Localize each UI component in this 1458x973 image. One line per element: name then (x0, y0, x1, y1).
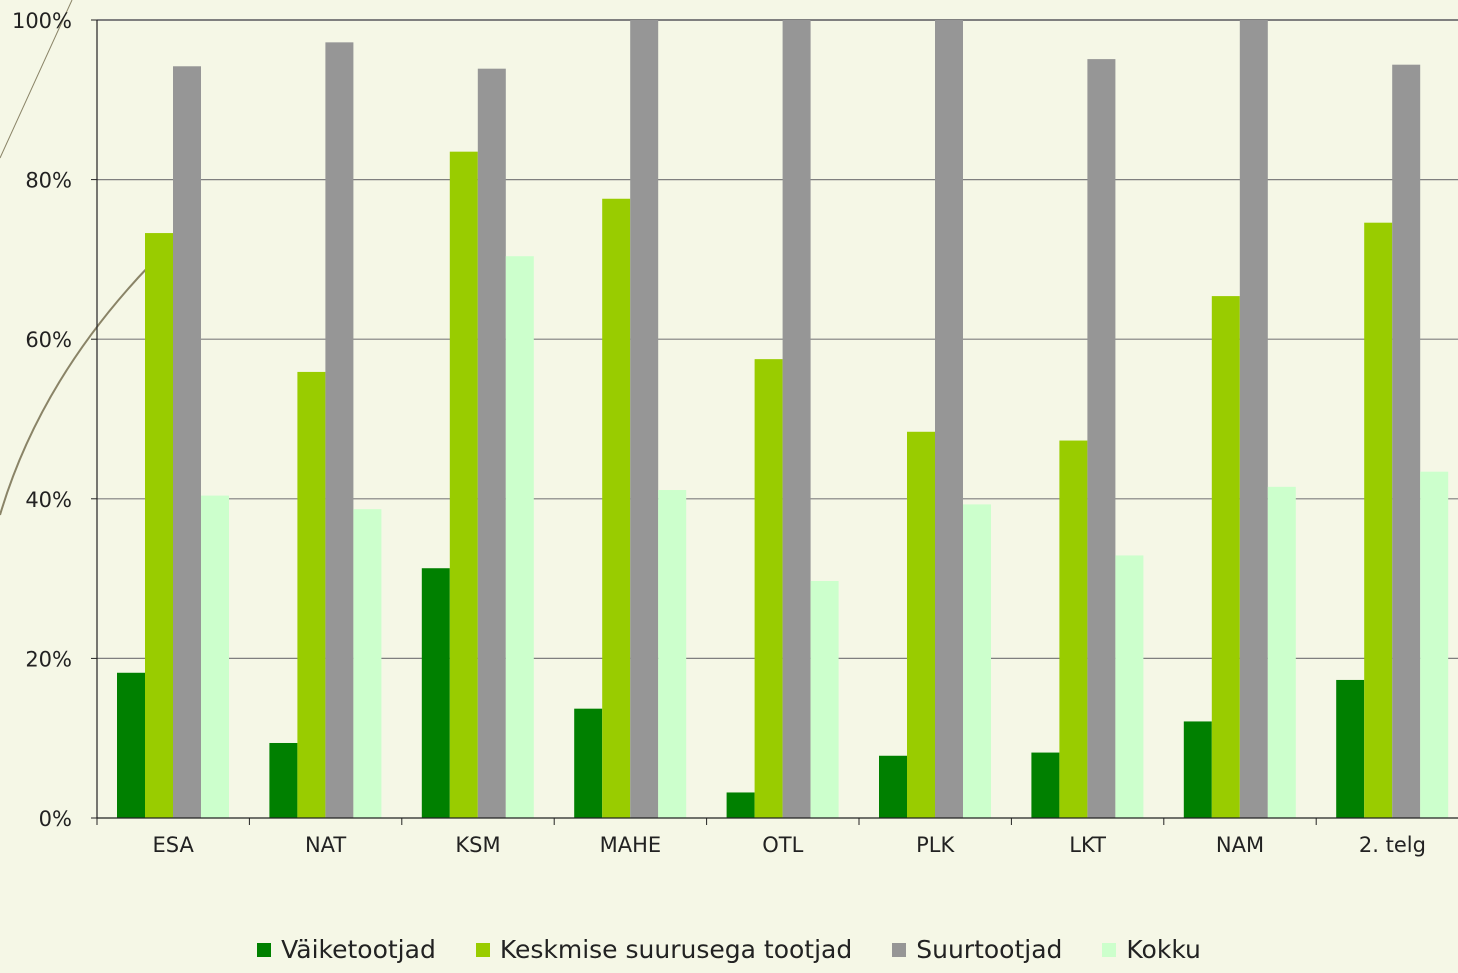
bar[interactable] (477, 68, 506, 819)
legend-item-vaiketootjad[interactable]: Väiketootjad (257, 936, 436, 964)
bar[interactable] (353, 509, 382, 818)
bar[interactable] (879, 755, 907, 818)
x-tick-label: KSM (455, 833, 500, 857)
bar[interactable] (201, 495, 229, 818)
y-tick-label: 0% (39, 807, 72, 831)
tick-labels: 0% 20% 40% 60% 80% 100% ESA NAT KSM MAHE OTL PLK LKT… (12, 9, 1426, 857)
bar[interactable] (325, 42, 354, 819)
bars (117, 20, 1449, 819)
bar[interactable] (173, 66, 201, 818)
bar[interactable] (658, 490, 687, 818)
x-tick-label: NAT (305, 833, 346, 857)
bar[interactable] (505, 256, 534, 818)
bar[interactable] (782, 20, 811, 818)
x-tick-label: OTL (762, 833, 803, 857)
legend-label: Kokku (1126, 935, 1201, 964)
x-tick-label: NAM (1216, 833, 1264, 857)
legend-label: Keskmise suurusega tootjad (499, 935, 853, 964)
x-tick-label: ESA (153, 833, 195, 857)
legend-item-suurtootjad[interactable]: Suurtootjad (892, 936, 1062, 964)
legend-swatch (1102, 943, 1117, 957)
bar[interactable] (1059, 440, 1088, 818)
bar[interactable] (1239, 20, 1268, 818)
legend-swatch (892, 943, 907, 957)
axes (91, 19, 1458, 825)
x-tick-label: MAHE (600, 833, 662, 857)
y-tick-label: 20% (25, 647, 72, 671)
legend-item-kokku[interactable]: Kokku (1102, 935, 1201, 964)
legend-swatch (475, 943, 490, 957)
bar[interactable] (1336, 679, 1365, 818)
bar[interactable] (1267, 486, 1296, 818)
legend-label: Suurtootjad (916, 935, 1063, 964)
bar[interactable] (810, 580, 839, 818)
y-tick-label: 80% (25, 169, 72, 193)
legend-swatch (257, 943, 272, 957)
bar[interactable] (963, 504, 991, 818)
y-tick-label: 40% (25, 488, 72, 512)
x-tick-label: 2. telg (1359, 833, 1426, 857)
bar[interactable] (1420, 471, 1449, 818)
bar[interactable] (630, 20, 659, 818)
bar[interactable] (117, 672, 145, 818)
bar[interactable] (449, 151, 478, 819)
legend: Väiketootjad Keskmise suurusega tootjad … (0, 936, 1458, 964)
bar[interactable] (1115, 555, 1144, 818)
bar[interactable] (1031, 752, 1060, 818)
bar[interactable] (421, 568, 450, 818)
decorative-curve (0, 264, 151, 516)
bar[interactable] (1183, 721, 1212, 818)
bar[interactable] (297, 371, 326, 818)
legend-label: Väiketootjad (281, 935, 436, 964)
y-tick-label: 100% (12, 9, 72, 33)
bar[interactable] (754, 359, 783, 818)
bar[interactable] (907, 431, 935, 818)
y-tick-label: 60% (25, 328, 72, 352)
x-tick-label: LKT (1069, 833, 1106, 857)
x-tick-label: PLK (916, 833, 955, 857)
bar[interactable] (935, 20, 963, 818)
bar[interactable] (1211, 296, 1240, 818)
bar[interactable] (1392, 64, 1421, 819)
legend-item-keskmise[interactable]: Keskmise suurusega tootjad (475, 935, 853, 964)
bar[interactable] (1087, 59, 1116, 819)
decorative-line (0, 0, 73, 159)
bar[interactable] (1364, 222, 1393, 818)
bar[interactable] (145, 233, 173, 819)
bar[interactable] (726, 792, 755, 818)
bar[interactable] (269, 742, 298, 818)
bar[interactable] (574, 708, 603, 818)
bar[interactable] (602, 198, 631, 818)
